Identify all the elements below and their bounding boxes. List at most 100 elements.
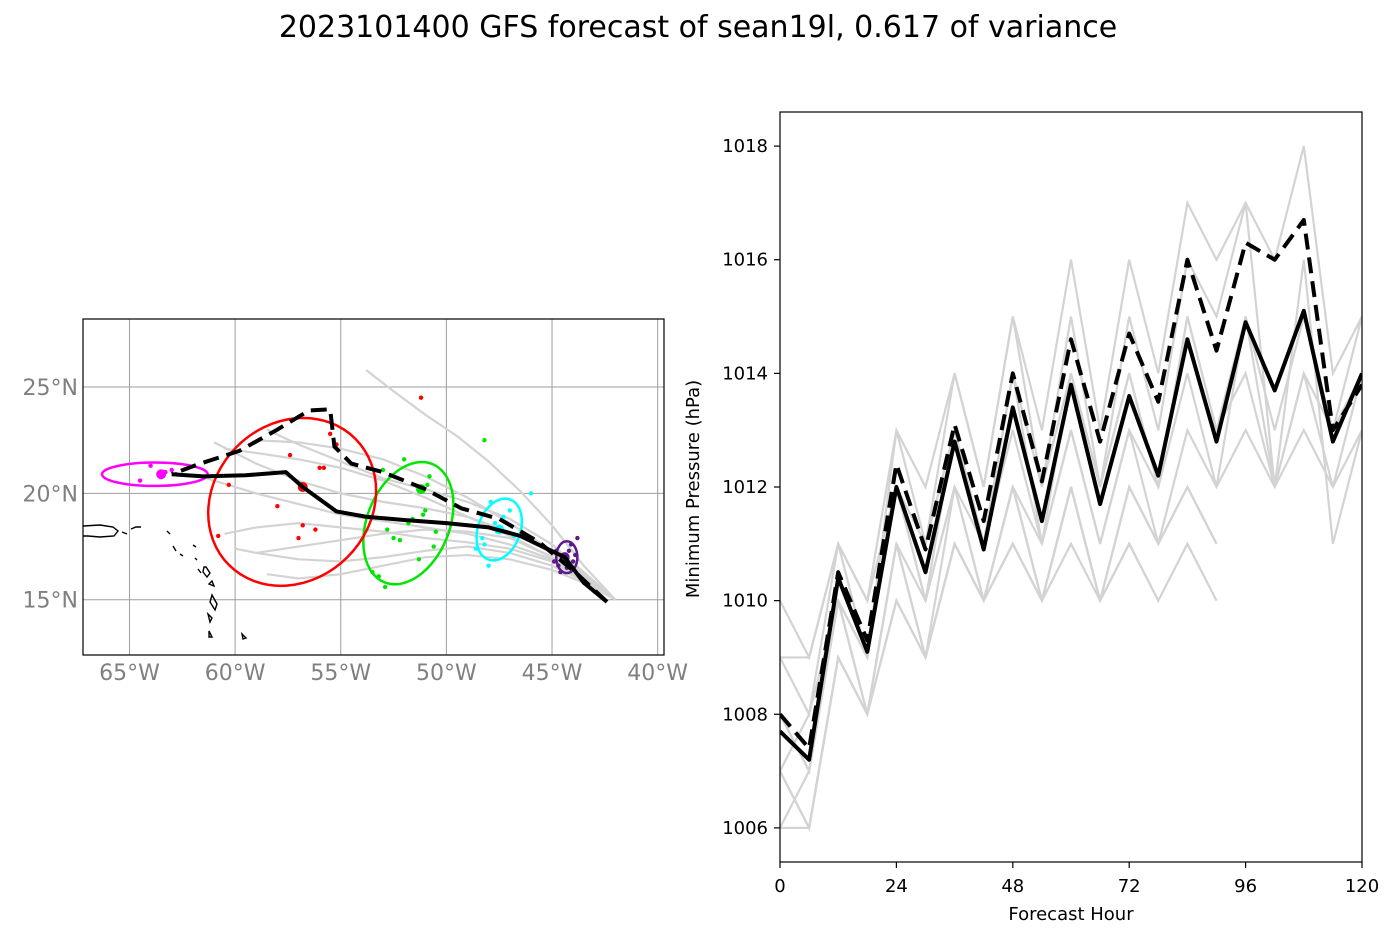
ensemble-track — [365, 369, 617, 601]
cluster-point — [488, 499, 493, 505]
cluster-point — [427, 474, 432, 479]
cluster-point — [317, 465, 322, 471]
cluster-ellipse — [362, 460, 455, 586]
pressure-y-axis-label: Minimum Pressure (hPa) — [683, 380, 704, 598]
pressure-x-tick-label: 72 — [1118, 876, 1141, 897]
map-x-tick-label: 50°W — [416, 661, 477, 686]
cluster-point — [300, 523, 305, 528]
puerto-rico-coast — [83, 524, 119, 538]
mean-track-dashed — [171, 407, 609, 604]
cluster-point — [380, 467, 386, 473]
cluster-point — [401, 457, 407, 462]
map-frame — [82, 318, 665, 656]
cluster-point — [287, 452, 293, 458]
cluster-point — [416, 557, 422, 562]
cluster-point — [226, 482, 231, 488]
pressure-y-tick-label: 1012 — [722, 477, 768, 498]
cluster-point — [501, 514, 506, 519]
cluster-mean-marker — [156, 469, 167, 480]
cluster-point — [570, 559, 576, 564]
cluster-point — [425, 482, 430, 488]
cluster-point — [558, 569, 563, 575]
pressure-y-tick-label: 1006 — [722, 818, 768, 839]
cluster-point — [575, 535, 580, 541]
map-gridlines — [83, 319, 664, 655]
pressure-y-tick-label: 1018 — [722, 136, 768, 157]
pressure-y-tick-label: 1016 — [722, 250, 768, 271]
map-y-tick-label: 20°N — [23, 482, 78, 507]
cluster-point — [568, 542, 574, 547]
ensemble-track — [256, 439, 617, 601]
mean-track-solid — [171, 470, 609, 604]
pressure-x-tick-label: 120 — [1345, 876, 1379, 897]
figure-title: 2023101400 GFS forecast of sean19l, 0.61… — [278, 10, 1118, 45]
cluster-point — [482, 438, 487, 443]
pressure-x-tick-label: 48 — [1001, 876, 1024, 897]
cluster-point — [420, 512, 426, 517]
mean-pressure-dashed — [780, 217, 1362, 751]
cluster-point — [473, 546, 479, 551]
island-fragment — [121, 526, 248, 640]
map-y-tick-label: 15°N — [23, 589, 78, 614]
map-x-tick-label: 40°W — [627, 661, 688, 686]
cluster-point — [216, 533, 221, 539]
pressure-y-tick-label: 1008 — [722, 704, 768, 725]
cluster-ellipse — [555, 539, 579, 575]
cluster-point — [507, 508, 512, 513]
pressure-x-axis-label: Forecast Hour — [1008, 904, 1134, 925]
map-x-tick-label: 65°W — [99, 661, 160, 686]
land-outlines — [83, 524, 248, 640]
cluster-ellipses — [100, 416, 579, 588]
cluster-point — [370, 569, 375, 575]
pressure-x-tick-label: 0 — [774, 876, 785, 897]
track-map-panel: 65°W 60°W 55°W 50°W 45°W 40°W 15°N 20°N 25°N — [23, 318, 689, 686]
cluster-point — [528, 491, 534, 496]
cluster-point — [321, 465, 327, 471]
map-x-tick-label: 45°W — [522, 661, 583, 686]
cluster-point — [573, 552, 578, 558]
ensemble-track — [224, 522, 616, 601]
cluster-point — [492, 520, 498, 526]
cluster-point — [418, 395, 424, 400]
cluster-point — [313, 527, 318, 532]
cluster-point — [376, 574, 381, 579]
mean-pressure-solid — [780, 308, 1362, 762]
cluster-point — [169, 467, 174, 473]
map-tick-labels: 65°W 60°W 55°W 50°W 45°W 40°W 15°N 20°N 25°N — [23, 376, 689, 686]
pressure-x-tick-label: 96 — [1234, 876, 1257, 897]
cluster-ellipse — [206, 416, 378, 588]
cluster-point — [391, 535, 396, 541]
cluster-point — [486, 563, 491, 568]
mean-tracks — [171, 407, 609, 604]
cluster-point — [482, 542, 487, 547]
cluster-point — [556, 563, 561, 568]
cluster-point — [275, 503, 280, 509]
pressure-x-tick-label: 24 — [885, 876, 908, 897]
cluster-point — [327, 431, 333, 437]
map-x-tick-label: 55°W — [310, 661, 371, 686]
ensemble-pressure-line — [780, 145, 1362, 661]
cluster-point — [148, 463, 153, 468]
cluster-point — [382, 584, 388, 590]
mean-pressure-lines — [780, 217, 1362, 762]
cluster-point — [296, 535, 301, 541]
ensemble-pressure-line — [780, 483, 1218, 832]
cluster-point — [397, 537, 403, 543]
cluster-point — [433, 529, 439, 534]
ensemble-pressure-lines — [780, 145, 1362, 832]
cluster-point — [551, 559, 557, 564]
cluster-point — [137, 478, 143, 483]
pressure-ticks: 0 24 48 72 96 120 1006 1008 1010 1012 1014 1016 1018 — [722, 136, 1379, 897]
cluster-point — [480, 535, 485, 541]
pressure-panel: 0 24 48 72 96 120 1006 1008 1010 1012 1014 1016 1018… — [683, 111, 1379, 925]
cluster-point — [423, 508, 428, 513]
cluster-point — [431, 544, 436, 549]
cluster-point — [566, 548, 572, 553]
cluster-point — [385, 527, 390, 532]
ensemble-pressure-line — [780, 483, 1218, 832]
pressure-y-tick-label: 1010 — [722, 591, 768, 612]
map-y-tick-label: 25°N — [23, 376, 78, 401]
pressure-y-tick-label: 1014 — [722, 363, 768, 384]
cluster-ellipse — [100, 461, 209, 488]
